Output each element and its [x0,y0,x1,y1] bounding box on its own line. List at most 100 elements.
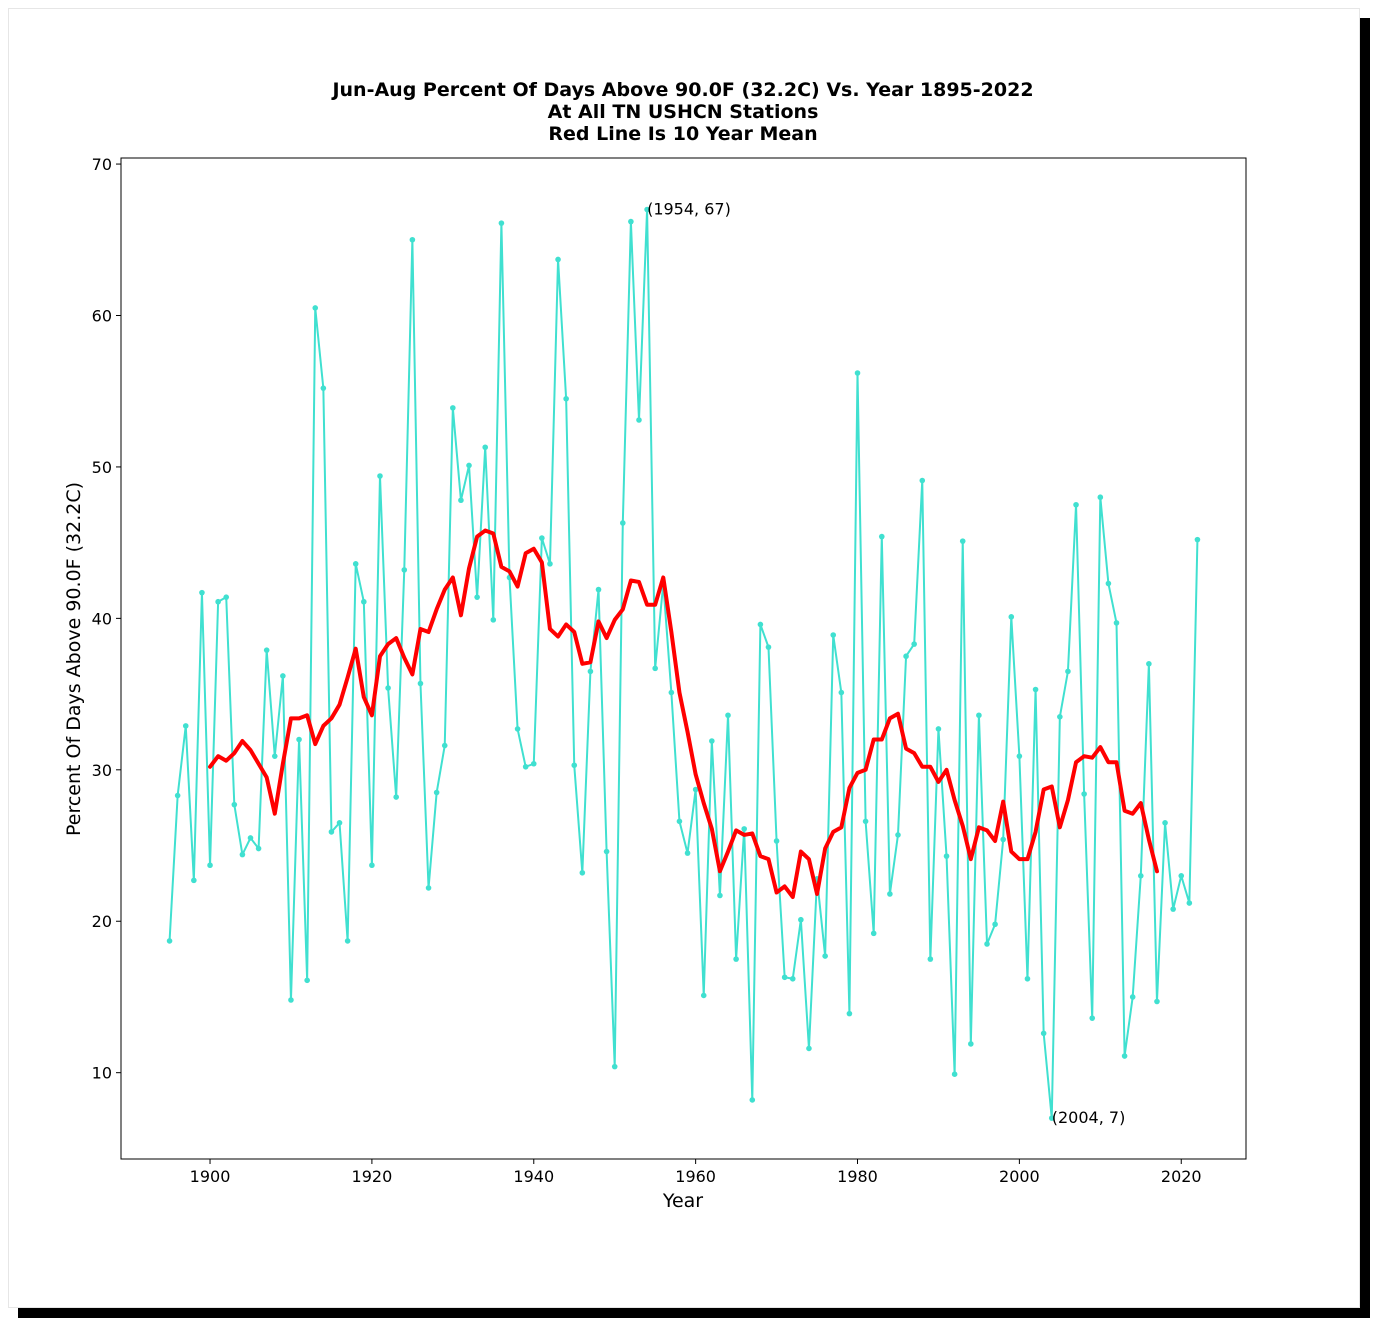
data-point [652,665,658,672]
data-point [1162,820,1168,826]
y-axis-label: Percent Of Days Above 90.0F (32.2C) [63,482,85,836]
data-point [514,726,521,732]
data-point [830,632,837,638]
data-point [887,891,893,897]
chart-title-line-2: At All TN USHCN Stations [548,101,819,123]
data-point [1146,661,1152,667]
series-layer [166,206,1201,1121]
data-point [1105,580,1112,587]
data-point [498,220,505,226]
data-point [798,916,804,923]
data-point [474,594,480,600]
data-point [1024,975,1031,982]
data-point [328,829,335,835]
data-point [854,370,861,376]
data-point [773,838,780,844]
data-point [749,1097,756,1103]
data-point [692,786,699,793]
data-point [450,405,456,411]
data-point [765,644,772,650]
x-tick-label: 2000 [999,1167,1040,1186]
data-point [741,826,747,832]
data-point [571,762,578,769]
y-tick-label: 70 [92,155,112,174]
data-point [984,941,990,947]
data-point [862,818,869,825]
data-point [806,1045,812,1052]
data-point [717,892,723,899]
data-point [1137,873,1144,879]
data-point [895,832,901,838]
data-point [1097,494,1104,501]
data-point [223,594,230,600]
data-point [522,763,529,770]
data-point [636,417,642,423]
data-point [320,385,327,391]
data-point [409,236,416,243]
data-point [757,621,764,628]
data-point [369,862,375,869]
data-point [417,680,424,687]
data-point [709,738,715,744]
chart-title-line-1: Jun-Aug Percent Of Days Above 90.0F (32.… [330,79,1033,101]
data-point [927,956,934,962]
y-tick-label: 50 [92,458,112,477]
data-point [587,668,594,675]
y-axis: 10 20 30 40 50 60 70 [92,155,121,1083]
data-point [304,977,310,984]
data-point [644,206,650,213]
y-tick-label: 20 [92,912,112,931]
data-point [166,938,173,944]
data-point [239,851,246,858]
data-point [789,975,796,982]
data-point [441,742,448,749]
data-point [870,930,877,937]
point-annotation: (2004, 7) [1052,1108,1126,1127]
data-point [903,653,909,660]
data-point [1057,714,1063,720]
data-point [1016,753,1023,759]
data-point [822,953,828,959]
data-point [296,736,302,743]
data-point [425,885,432,891]
data-point [482,444,489,451]
data-point [838,689,845,696]
chart-title-line-3: Red Line Is 10 Year Mean [548,123,817,145]
data-point [361,598,367,605]
data-point [555,256,561,263]
y-tick-label: 40 [92,609,112,628]
data-point [215,598,221,605]
data-point [1048,1115,1055,1121]
data-point [781,974,788,981]
data-point [846,1010,853,1017]
data-point [199,589,205,596]
data-point [968,1041,974,1047]
data-point [976,712,982,719]
data-point [547,561,553,567]
data-point [911,641,917,647]
data-point [1170,906,1176,912]
data-point [263,647,270,653]
x-tick-label: 2020 [1161,1167,1202,1186]
data-point [992,921,998,928]
data-point [377,473,383,479]
data-point [1129,994,1136,1000]
figure-frame [8,8,1360,1308]
data-point [668,689,675,696]
data-point [182,723,189,729]
data-point [1073,501,1079,508]
data-point [1008,614,1015,620]
x-axis-label: Year [662,1190,703,1212]
data-point [579,869,586,876]
data-point [393,794,399,800]
data-point [700,992,707,999]
data-point [352,561,359,567]
data-point [231,801,238,808]
data-point [878,533,885,540]
data-point [951,1071,958,1077]
data-point [1089,1015,1096,1021]
data-point [530,760,537,767]
data-point [191,877,197,884]
point-annotation: (1954, 67) [647,199,731,218]
